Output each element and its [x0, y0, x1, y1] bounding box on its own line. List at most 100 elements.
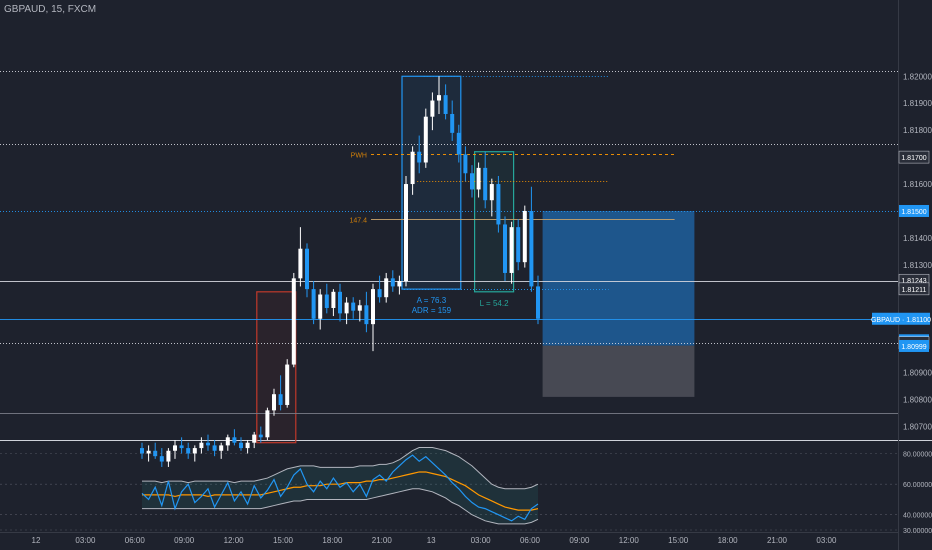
candle-body: [252, 434, 257, 443]
candle-body: [496, 184, 501, 225]
candle-body: [417, 151, 422, 163]
candle-body: [463, 154, 468, 174]
time-tick-label: 12:00: [619, 536, 640, 545]
candle-body: [305, 248, 309, 290]
candle-body: [265, 410, 270, 438]
candle-body: [357, 305, 362, 311]
candle-body: [278, 394, 283, 405]
candle-body: [232, 437, 237, 443]
price-tick-label: 1.81900: [903, 99, 932, 108]
price-tick-label: 1.80800: [903, 396, 932, 405]
osc-main-line: [141, 454, 539, 522]
price-tag-label: 1.81211: [902, 287, 927, 294]
time-tick-label: 12: [32, 536, 41, 545]
candle-body: [443, 95, 448, 114]
candle-body: [476, 167, 481, 190]
symbol-label: GBPAUD: [4, 4, 46, 15]
candle-body: [140, 448, 144, 454]
price-tag: [898, 150, 930, 164]
range-box-red: [256, 291, 297, 444]
candle-body: [344, 302, 349, 314]
time-tick-label: 13: [427, 536, 436, 545]
candle-body: [404, 184, 408, 282]
candle-body: [219, 445, 224, 451]
candle-body: [483, 167, 488, 201]
time-tick-label: 09:00: [569, 536, 590, 545]
candle-body: [529, 210, 534, 287]
price-tick-label: 1.81300: [903, 261, 932, 270]
candle-body: [437, 95, 441, 101]
candle-body: [377, 289, 382, 298]
candle-body: [298, 248, 303, 279]
projection-stop-zone: [542, 345, 695, 397]
range-box-teal: [474, 151, 515, 293]
range-label-teal: L = 54.2: [480, 299, 509, 308]
candle-body: [225, 437, 230, 446]
candle-body: [285, 364, 290, 405]
candle-body: [489, 184, 494, 201]
osc-band-fill: [142, 447, 538, 524]
candle-body: [331, 291, 336, 308]
interval-label: 15: [51, 4, 63, 15]
exchange-label: FXCM: [67, 4, 97, 15]
candle-body: [192, 448, 197, 454]
candle-body: [291, 278, 296, 365]
time-tick-label: 21:00: [372, 536, 393, 545]
candle-body: [318, 294, 323, 319]
time-tick-label: 18:00: [322, 536, 343, 545]
candle-body: [503, 224, 507, 273]
range-label-blue-2: ADR = 159: [412, 306, 452, 315]
price-tick-label: 1.82000: [903, 72, 932, 81]
price-tag-label: 1.80999: [901, 344, 926, 351]
price-tag: [872, 312, 930, 325]
time-tick-label: 21:00: [767, 536, 788, 545]
range-label-blue: A = 76.3: [417, 296, 447, 305]
candle-body: [384, 278, 389, 298]
candle-body: [272, 394, 276, 411]
level-label: PWH: [351, 153, 367, 160]
candle-body: [522, 210, 527, 263]
price-tag: [899, 339, 929, 352]
osc-tick-label: 30.00000: [903, 528, 932, 535]
candle-body: [212, 445, 217, 451]
time-tick-label: 03:00: [75, 536, 96, 545]
price-tag: [899, 204, 929, 217]
level-label: 147.4: [349, 218, 367, 225]
time-tick-label: 03:00: [471, 536, 492, 545]
candle-body: [173, 445, 177, 451]
price-tag: [898, 282, 930, 296]
candle-body: [258, 434, 263, 438]
osc-upper-band: [142, 447, 539, 490]
candle-body: [364, 305, 369, 325]
candle-body: [351, 302, 356, 311]
price-tick-label: 1.80700: [903, 423, 932, 432]
time-tick-label: 09:00: [174, 536, 195, 545]
candle-body: [206, 442, 210, 446]
candle-body: [166, 450, 171, 462]
price-tick-label: 1.80900: [903, 369, 932, 378]
candle-body: [239, 442, 243, 449]
osc-tick-label: 60.00000: [903, 482, 932, 489]
projection-profit-zone: [542, 210, 695, 346]
candle-body: [159, 456, 164, 462]
candle-body: [245, 442, 250, 449]
candle-body: [450, 113, 455, 133]
osc-average-line: [142, 471, 539, 511]
candle-body: [470, 173, 474, 190]
candle-body: [423, 116, 428, 163]
candle-body: [146, 450, 151, 454]
price-tick-label: 1.81800: [903, 126, 932, 135]
candle-body: [338, 291, 342, 314]
time-tick-label: 15:00: [273, 536, 294, 545]
price-tag-label: 1.81243: [901, 278, 926, 285]
candle-body: [186, 448, 191, 454]
time-tick-label: 15:00: [668, 536, 689, 545]
osc-tick-label: 40.00000: [903, 513, 932, 520]
time-tick-label: 12:00: [224, 536, 245, 545]
price-tag-label: GBPAUD · 1.81100: [871, 317, 931, 324]
price-tick-label: 1.81400: [903, 234, 932, 243]
time-tick-label: 06:00: [520, 536, 541, 545]
price-tick-label: 1.81600: [903, 180, 932, 189]
time-tick-label: 06:00: [125, 536, 146, 545]
